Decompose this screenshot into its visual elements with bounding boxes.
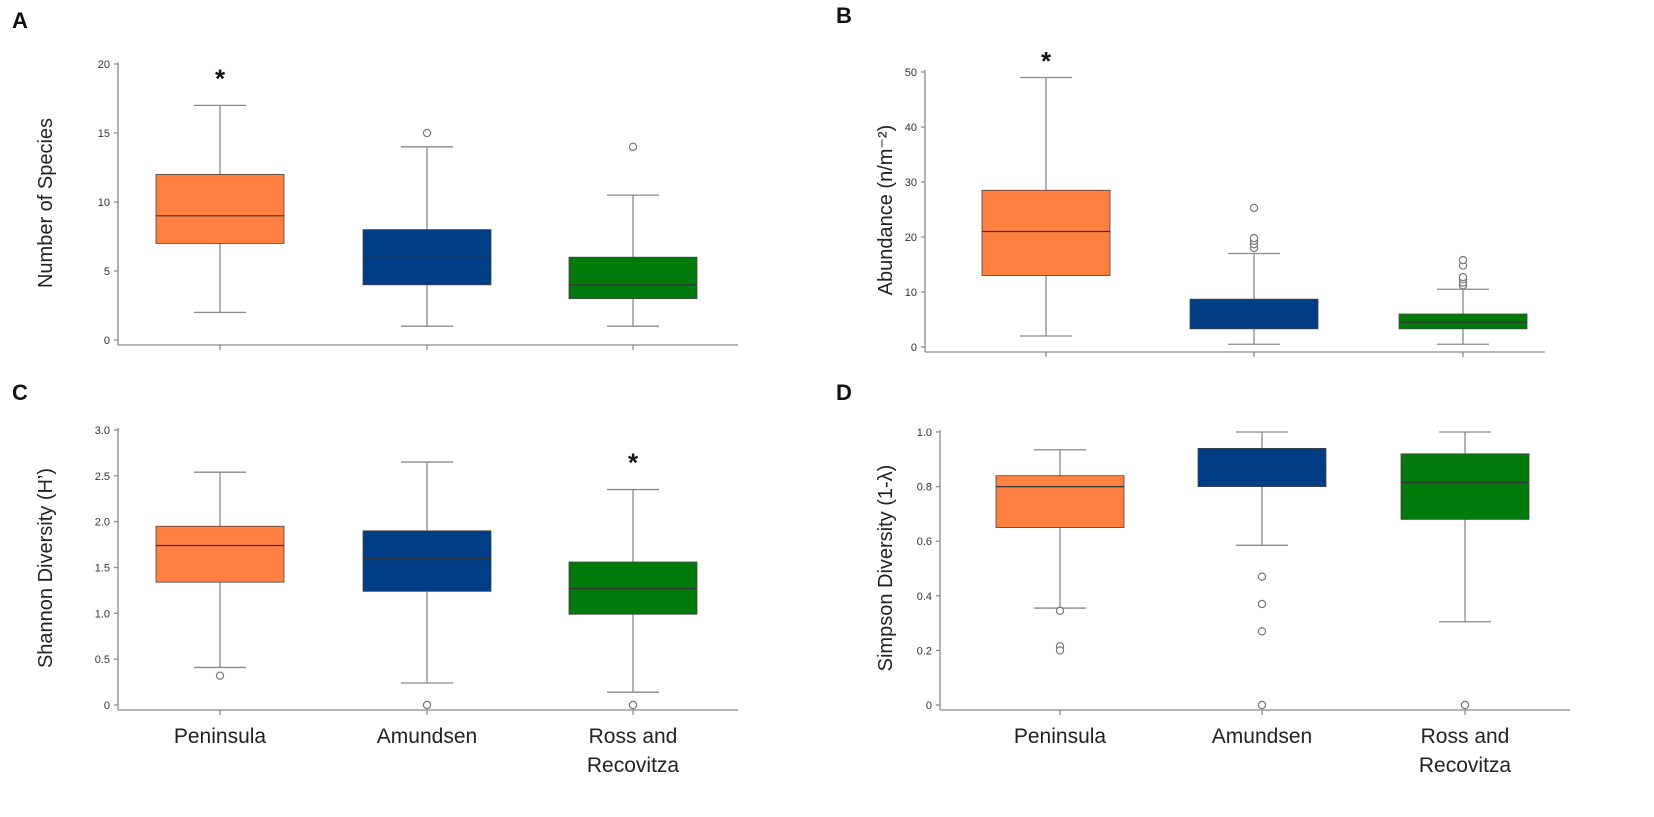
y-tick-label: 0 [104,700,110,712]
outlier-point [422,128,432,138]
y-tick-label: 2.0 [95,517,110,529]
panel-letter: B [836,3,852,28]
iqr-box [981,189,1111,276]
outlier-point [1257,572,1267,581]
iqr-box [995,475,1125,528]
outlier-point [1460,700,1470,710]
y-tick-label: 30 [905,177,917,189]
box-ross-and-recovitza [568,142,698,327]
category-label: Peninsula [174,725,267,748]
category-label: Ross and [589,725,678,748]
category-label: Peninsula [1014,725,1107,748]
y-axis-title: Abundance (n/m⁻²) [875,125,897,296]
box-peninsula [155,104,285,314]
y-tick-label: 3.0 [95,425,110,437]
iqr-box [155,173,285,244]
y-tick-label: 10 [98,197,110,209]
panel-letter: A [12,8,28,33]
y-axis-title: Shannon Diversity (H’) [35,468,57,668]
box-ross-and-recovitza [568,488,698,710]
significance-star: * [215,63,226,93]
panel-a: A 0 5 10 15 20 Number of Species * [12,8,738,350]
outlier-point [1257,700,1267,710]
panel-c: C 0 0.5 1.0 1.5 2.0 2.5 3.0 Shannon Diversity (H… [12,380,738,777]
outlier-point [1249,233,1259,243]
y-tick-label: 50 [905,67,917,79]
outlier-point [1257,627,1267,636]
y-axis-title: Number of Species [35,118,57,288]
y-tick-label: 2.5 [95,471,110,483]
iqr-box [1398,313,1528,330]
box-peninsula [981,76,1111,337]
category-label: Ross and [1421,725,1510,748]
box-ross-and-recovitza [1400,431,1530,710]
outlier-point [215,671,225,680]
outlier-point [628,700,638,710]
outlier-point [1458,272,1468,282]
box-amundsen [1189,203,1319,345]
iqr-box [362,530,492,592]
box-peninsula [995,449,1125,655]
significance-star: * [628,448,639,478]
box-amundsen [362,128,492,327]
box-peninsula [155,471,285,680]
y-tick-label: 10 [905,287,917,299]
iqr-box [568,256,698,300]
y-tick-label: 0.6 [917,536,932,548]
y-tick-label: 40 [905,122,917,134]
outlier-point [1249,203,1259,213]
outlier-point [1257,599,1267,609]
significance-star: * [1041,46,1052,76]
y-tick-label: 20 [905,232,917,244]
y-tick-label: 0.5 [95,654,110,666]
category-label: Recovitza [587,754,680,777]
iqr-box [1400,453,1530,520]
y-axis-title: Simpson Diversity (1-λ) [875,465,897,672]
panel-b: B 0 10 20 30 40 50 Abundance (n/m⁻²) * [836,3,1545,357]
iqr-box [155,525,285,583]
y-tick-label: 1.0 [95,608,110,620]
y-tick-label: 1.0 [917,427,932,439]
y-tick-label: 15 [98,128,110,140]
outlier-point [1055,646,1065,655]
outlier-point [1055,606,1065,616]
y-tick-label: 1.5 [95,563,110,575]
category-label: Recovitza [1419,754,1512,777]
y-tick-label: 0.8 [917,482,932,494]
y-tick-label: 0.2 [917,645,932,657]
y-tick-label: 0.4 [917,591,932,603]
box-ross-and-recovitza [1398,255,1528,345]
outlier-point [628,142,638,151]
y-tick-label: 0 [104,335,110,347]
outlier-point [422,700,432,710]
outlier-point [1458,255,1468,265]
box-amundsen [362,461,492,710]
y-tick-label: 0 [926,700,932,712]
panel-letter: C [12,380,28,405]
category-label: Amundsen [377,725,477,748]
category-label: Amundsen [1212,725,1312,748]
box-amundsen [1197,431,1327,710]
panel-letter: D [836,380,852,405]
panel-d: D 0 0.2 0.4 0.6 0.8 1.0 Simpson Diversity (1-λ)… [836,380,1570,777]
iqr-box [1189,298,1319,330]
y-tick-label: 0 [911,342,917,354]
y-tick-label: 20 [98,59,110,71]
y-tick-label: 5 [104,266,110,278]
